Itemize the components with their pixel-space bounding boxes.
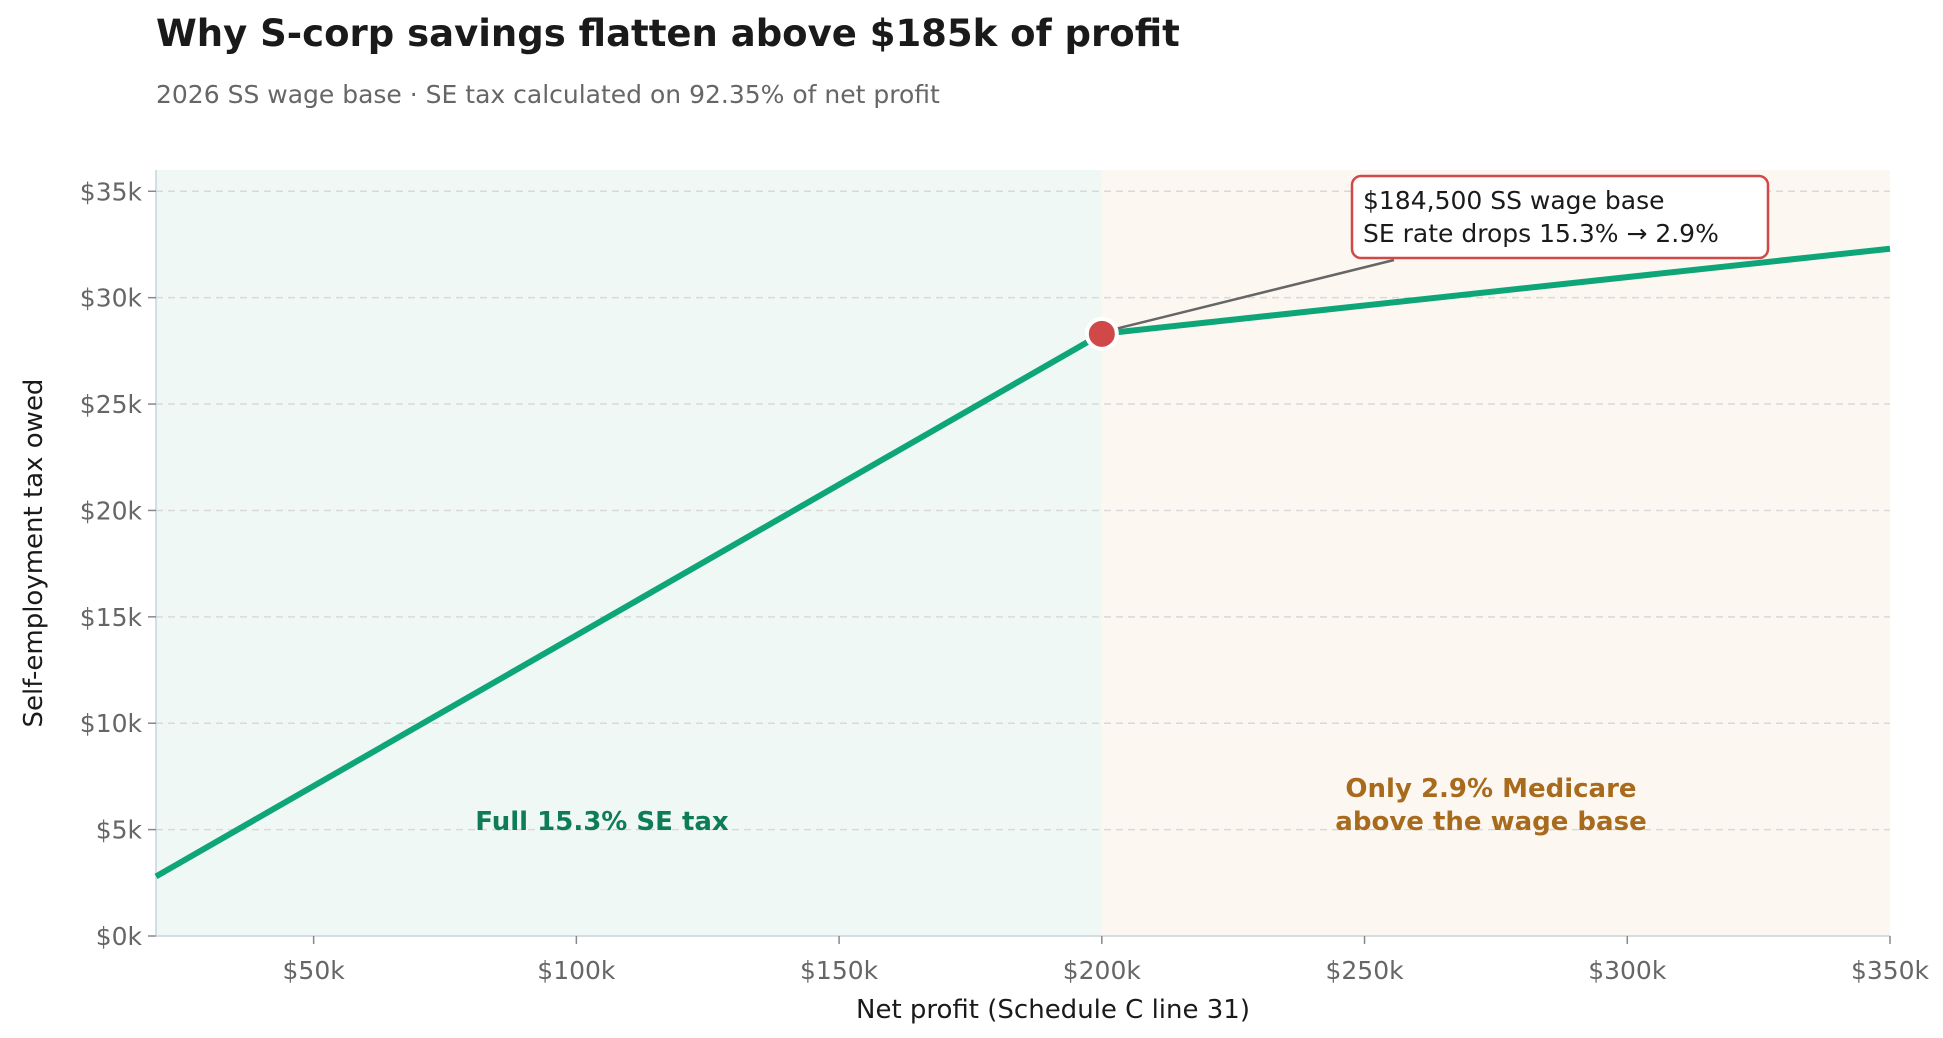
- region-label-medicare-only: Only 2.9% Medicare: [1345, 774, 1636, 804]
- x-tick-label: $350k: [1851, 956, 1930, 985]
- region-label-full-se-tax: Full 15.3% SE tax: [475, 807, 729, 837]
- x-tick-label: $200k: [1063, 956, 1142, 985]
- chart-subtitle: 2026 SS wage base · SE tax calculated on…: [156, 80, 940, 109]
- annotation-text: SE rate drops 15.3% → 2.9%: [1363, 219, 1719, 248]
- y-tick-label: $30k: [80, 284, 143, 313]
- x-axis-label: Net profit (Schedule C line 31): [856, 995, 1250, 1025]
- y-axis-label: Self-employment tax owed: [19, 379, 49, 728]
- x-tick-label: $300k: [1588, 956, 1667, 985]
- y-tick-label: $5k: [96, 816, 143, 845]
- y-tick-label: $0k: [96, 922, 143, 951]
- wage-base-marker: [1084, 316, 1119, 351]
- y-tick-label: $15k: [80, 603, 143, 632]
- x-tick-label: $100k: [537, 956, 616, 985]
- annotation-text: $184,500 SS wage base: [1363, 186, 1664, 215]
- y-tick-label: $35k: [80, 177, 143, 206]
- annotation-connector: [1115, 258, 1395, 331]
- chart-title: Why S-corp savings flatten above $185k o…: [156, 12, 1180, 55]
- y-tick-label: $25k: [80, 390, 143, 419]
- x-tick-label: $50k: [283, 956, 346, 985]
- x-tick-label: $150k: [800, 956, 879, 985]
- y-tick-label: $20k: [80, 496, 143, 525]
- region-label-medicare-only: above the wage base: [1335, 807, 1646, 837]
- annotation-box: [1350, 174, 1770, 260]
- y-tick-label: $10k: [80, 709, 143, 738]
- x-tick-label: $250k: [1325, 956, 1404, 985]
